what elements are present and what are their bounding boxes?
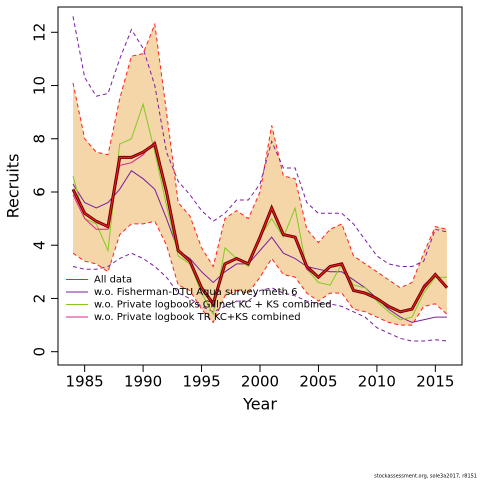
y-tick-label: 8 bbox=[31, 134, 49, 144]
y-tick-label: 0 bbox=[31, 347, 49, 357]
y-tick-label: 6 bbox=[31, 187, 49, 197]
x-tick-label: 1985 bbox=[66, 373, 104, 391]
y-tick-label: 10 bbox=[31, 76, 49, 95]
confidence-band bbox=[73, 24, 447, 326]
x-tick-label: 2005 bbox=[299, 373, 337, 391]
x-tick-label: 1990 bbox=[124, 373, 162, 391]
x-tick-label: 2010 bbox=[358, 373, 396, 391]
y-tick-label: 12 bbox=[30, 23, 48, 42]
x-tick-label: 2000 bbox=[241, 373, 279, 391]
ci-line bbox=[72, 16, 448, 267]
legend-label: w.o. Private logbook TR KC+KS combined bbox=[94, 312, 301, 323]
legend-label: w.o. Fisherman-DTU Aqua survey meth 6 bbox=[94, 287, 297, 298]
ci-line bbox=[72, 220, 448, 326]
x-axis-label: Year bbox=[242, 395, 277, 414]
ci-line bbox=[72, 252, 448, 342]
footnote: stockassessment.org, sole3a2017, r8151 bbox=[374, 474, 477, 480]
legend-label: w.o. Private logbooks Gillnet KC + KS co… bbox=[94, 300, 332, 311]
y-axis-label: Recruits bbox=[4, 154, 23, 219]
x-tick-label: 2015 bbox=[416, 373, 454, 391]
y-tick-label: 2 bbox=[31, 294, 49, 304]
series-line bbox=[72, 143, 448, 313]
ci-line bbox=[72, 22, 448, 289]
legend-label: All data bbox=[94, 275, 132, 286]
y-tick-label: 4 bbox=[31, 240, 49, 250]
x-tick-label: 1995 bbox=[182, 373, 220, 391]
